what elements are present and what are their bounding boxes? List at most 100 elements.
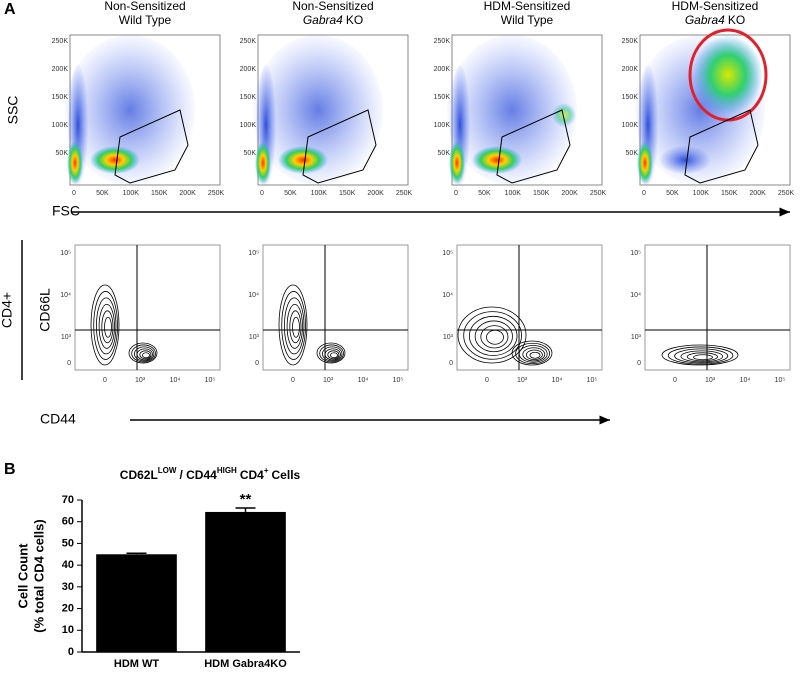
contour — [90, 284, 120, 366]
density-core — [693, 35, 763, 115]
y-tick-label: 0 — [255, 360, 259, 367]
x-tick-label: 10⁴ — [740, 377, 751, 384]
x-tick-label: 0 — [454, 190, 458, 197]
contour — [142, 352, 150, 359]
title-superscript: + — [264, 466, 269, 475]
density-core — [552, 103, 576, 127]
density-core — [90, 146, 140, 174]
y-tick-label: 200K — [52, 66, 69, 73]
density-core — [449, 141, 465, 185]
y-tick-label: 100K — [240, 122, 257, 129]
axis-label: FSC — [52, 203, 80, 219]
title-text: CD4 — [240, 468, 264, 482]
contour — [292, 316, 300, 338]
x-tick-label: 10³ — [323, 377, 334, 384]
x-tick-label: 200K — [179, 190, 196, 197]
x-tick-label: 10⁴ — [552, 377, 563, 384]
contour — [327, 350, 340, 360]
contour — [128, 342, 158, 364]
y-tick-label: 150K — [52, 94, 69, 101]
x-tick-label: 250K — [590, 190, 607, 197]
gate — [302, 109, 377, 184]
y-tick-label: 0 — [68, 646, 74, 658]
x-tick-label: 10⁵ — [587, 377, 598, 384]
x-tick-label: 0 — [642, 190, 646, 197]
column-title: HDM-Sensitized — [672, 0, 759, 13]
y-tick-label: 10³ — [61, 334, 72, 341]
x-tick-label: 200K — [749, 190, 766, 197]
x-tick-label: 100K — [123, 190, 140, 197]
y-tick-label: 40 — [62, 559, 74, 571]
bar — [96, 554, 177, 652]
chart-title: CD62LLOW / CD44HIGH CD4+ Cells — [120, 466, 301, 482]
contour — [98, 303, 115, 349]
x-tick-label: HDM Gabra4KO — [204, 658, 287, 670]
column-title: Wild Type — [119, 13, 172, 27]
density-core — [255, 141, 271, 185]
y-tick-label: 10⁵ — [442, 250, 453, 257]
contour — [693, 354, 713, 361]
y-axis-label: (% total CD4 cells) — [31, 519, 46, 632]
x-tick-label: 10⁴ — [170, 377, 181, 384]
row-label: CD4+ — [0, 292, 15, 328]
contour — [322, 346, 343, 362]
y-tick-label: 10 — [62, 624, 74, 636]
x-tick-label: 100K — [505, 190, 522, 197]
contour — [511, 340, 553, 366]
y-tick-label: 10³ — [631, 334, 642, 341]
contour — [93, 291, 118, 360]
plot-frame — [456, 244, 603, 371]
x-tick-label: 250K — [208, 190, 225, 197]
x-tick-label: 250K — [396, 190, 413, 197]
contour — [289, 310, 302, 344]
x-tick-label: 150K — [721, 190, 738, 197]
y-tick-label: 150K — [240, 94, 257, 101]
y-tick-label: 50 — [62, 537, 74, 549]
column-title: Non-Sensitized — [104, 0, 185, 13]
y-tick-label: 0 — [449, 360, 453, 367]
y-tick-label: 20 — [62, 602, 74, 614]
y-tick-label: 10³ — [249, 334, 260, 341]
column-title: Gabra4 KO — [685, 13, 745, 27]
density-cloud — [65, 35, 195, 185]
density-cloud — [253, 35, 383, 185]
axis-label: CD66L — [37, 288, 53, 332]
title-text: / CD44 — [179, 468, 217, 482]
y-tick-label: 100K — [52, 122, 69, 129]
x-tick-label: 0 — [673, 377, 677, 384]
x-tick-label: 10³ — [705, 377, 716, 384]
significance: ** — [240, 491, 252, 508]
contour — [104, 316, 112, 338]
y-tick-label: 10⁴ — [60, 292, 71, 299]
y-tick-label: 0 — [67, 360, 71, 367]
x-tick-label: 150K — [151, 190, 168, 197]
contour — [686, 352, 719, 362]
x-tick-label: 50K — [478, 190, 491, 197]
y-tick-label: 50K — [626, 150, 639, 157]
contour — [529, 351, 541, 359]
title-suffix: KO — [346, 13, 363, 27]
x-tick-label: 50K — [96, 190, 109, 197]
contour — [281, 291, 306, 360]
column-title: Gabra4 KO — [303, 13, 363, 27]
contour — [667, 346, 734, 365]
contour — [278, 284, 308, 366]
title-superscript: LOW — [158, 466, 177, 475]
density-core — [278, 146, 328, 174]
y-tick-label: 150K — [434, 94, 451, 101]
panel-letter: A — [4, 1, 16, 18]
bar — [205, 511, 286, 652]
x-tick-label: 0 — [103, 377, 107, 384]
contour — [316, 342, 346, 364]
x-tick-label: 0 — [291, 377, 295, 384]
contour — [95, 297, 117, 355]
plot-frame — [644, 244, 791, 371]
contour — [101, 310, 114, 344]
x-tick-label: 200K — [561, 190, 578, 197]
x-tick-label: 0 — [72, 190, 76, 197]
contour — [522, 347, 546, 362]
x-tick-label: 0 — [485, 377, 489, 384]
x-tick-label: 10⁵ — [393, 377, 404, 384]
x-tick-label: 10³ — [517, 377, 528, 384]
x-tick-label: 50K — [284, 190, 297, 197]
